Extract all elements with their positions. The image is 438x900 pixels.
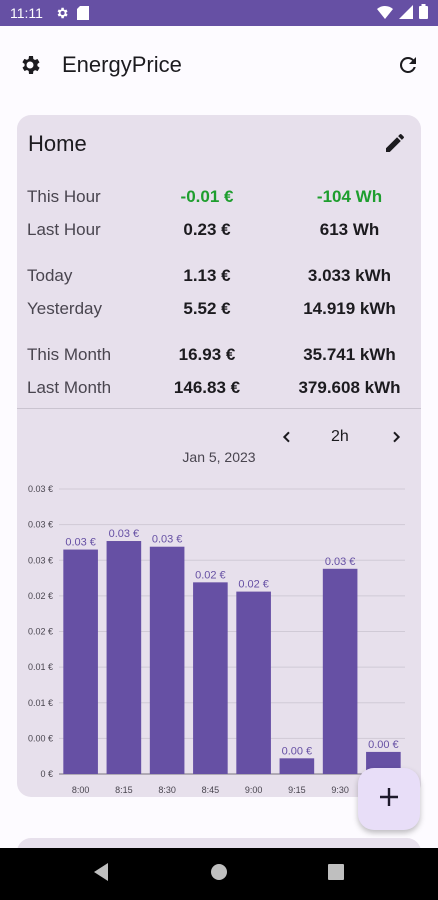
y-tick-label: 0.02 € — [28, 591, 53, 601]
y-tick-label: 0.03 € — [28, 484, 53, 494]
bar — [106, 541, 142, 774]
row-energy: 35.741 kWh — [303, 345, 396, 364]
price-bar-chart: 0 € 0.00 € 0.01 € 0.01 € 0.02 € 0.02 € 0.03 € 0… — [28, 484, 405, 795]
back-icon[interactable] — [94, 862, 110, 886]
row-energy: -104 Wh — [316, 187, 383, 206]
bar-data-label: 0.03 € — [325, 556, 356, 568]
row-price: 5.52 € — [183, 299, 231, 318]
x-tick-label: 9:30 — [331, 785, 349, 795]
x-tick-label: 8:30 — [158, 785, 176, 795]
bar — [279, 758, 315, 774]
home-icon[interactable] — [210, 863, 228, 886]
bar-data-label: 0.00 € — [368, 739, 399, 751]
x-tick-label: 9:00 — [245, 785, 263, 795]
interval-selector[interactable]: 2h — [331, 428, 349, 445]
signal-icon — [399, 4, 413, 22]
x-tick-label: 8:00 — [72, 785, 90, 795]
bar-data-label: 0.03 € — [65, 537, 96, 549]
row-this-month: This Month 16.93 € 35.741 kWh — [17, 345, 421, 369]
y-tick-label: 0.02 € — [28, 627, 53, 637]
app-title: EnergyPrice — [62, 52, 182, 77]
y-tick-label: 0.01 € — [28, 662, 53, 672]
bar — [193, 582, 228, 774]
app-bar: EnergyPrice — [0, 26, 438, 104]
bar — [149, 546, 185, 774]
x-tick-label: 9:15 — [288, 785, 306, 795]
bar — [322, 568, 358, 774]
system-nav-bar — [0, 848, 438, 900]
bar — [63, 549, 98, 774]
edit-icon[interactable] — [383, 131, 407, 160]
bar — [236, 591, 271, 774]
row-price: 1.13 € — [183, 266, 231, 285]
row-yesterday: Yesterday 5.52 € 14.919 kWh — [17, 299, 421, 323]
bar-data-label: 0.03 € — [152, 534, 183, 546]
row-price: -0.01 € — [180, 187, 234, 206]
status-bar: 11:11 — [0, 0, 438, 26]
row-energy: 14.919 kWh — [303, 299, 396, 318]
row-price: 146.83 € — [173, 378, 241, 397]
y-tick-label: 0.01 € — [28, 698, 53, 708]
settings-status-icon — [55, 6, 69, 20]
row-energy: 613 Wh — [319, 220, 380, 239]
bar-data-label: 0.02 € — [195, 569, 226, 581]
y-tick-label: 0.03 € — [28, 555, 53, 565]
row-last-month: Last Month 146.83 € 379.608 kWh — [17, 378, 421, 402]
sd-card-icon — [76, 6, 89, 20]
x-tick-label: 8:15 — [115, 785, 133, 795]
bar-data-label: 0.02 € — [238, 579, 269, 591]
home-card: Home This Hour -0.01 € -104 Wh Last Hour… — [17, 115, 421, 797]
y-tick-label: 0.00 € — [28, 733, 53, 743]
row-last-hour: Last Hour 0.23 € 613 Wh — [17, 220, 421, 244]
card-title: Home — [28, 131, 87, 156]
refresh-icon[interactable] — [396, 53, 420, 77]
wifi-icon — [377, 5, 393, 22]
settings-icon[interactable] — [18, 53, 42, 77]
row-today: Today 1.13 € 3.033 kWh — [17, 266, 421, 290]
chevron-right-icon[interactable] — [388, 424, 404, 450]
bar-data-label: 0.00 € — [282, 745, 313, 757]
chevron-left-icon[interactable] — [279, 424, 295, 450]
row-label: This Hour — [27, 187, 101, 206]
row-label: Last Hour — [27, 220, 101, 239]
row-this-hour: This Hour -0.01 € -104 Wh — [17, 187, 421, 211]
row-energy: 3.033 kWh — [307, 266, 392, 285]
row-label: Last Month — [27, 378, 112, 397]
chart-date: Jan 5, 2023 — [182, 449, 256, 465]
row-price: 0.23 € — [183, 220, 231, 239]
add-button[interactable] — [358, 768, 420, 830]
add-icon — [378, 783, 400, 815]
y-tick-label: 0 € — [40, 769, 53, 779]
row-label: Today — [27, 266, 73, 285]
bar-data-label: 0.03 € — [109, 528, 140, 540]
battery-icon — [419, 4, 428, 22]
row-label: Yesterday — [27, 299, 102, 318]
status-time: 11:11 — [10, 5, 43, 21]
y-tick-label: 0.03 € — [28, 520, 53, 530]
row-price: 16.93 € — [178, 345, 236, 364]
row-energy: 379.608 kWh — [298, 378, 401, 397]
recents-icon[interactable] — [328, 863, 344, 885]
x-tick-label: 8:45 — [202, 785, 220, 795]
row-label: This Month — [27, 345, 112, 364]
divider — [17, 408, 421, 409]
